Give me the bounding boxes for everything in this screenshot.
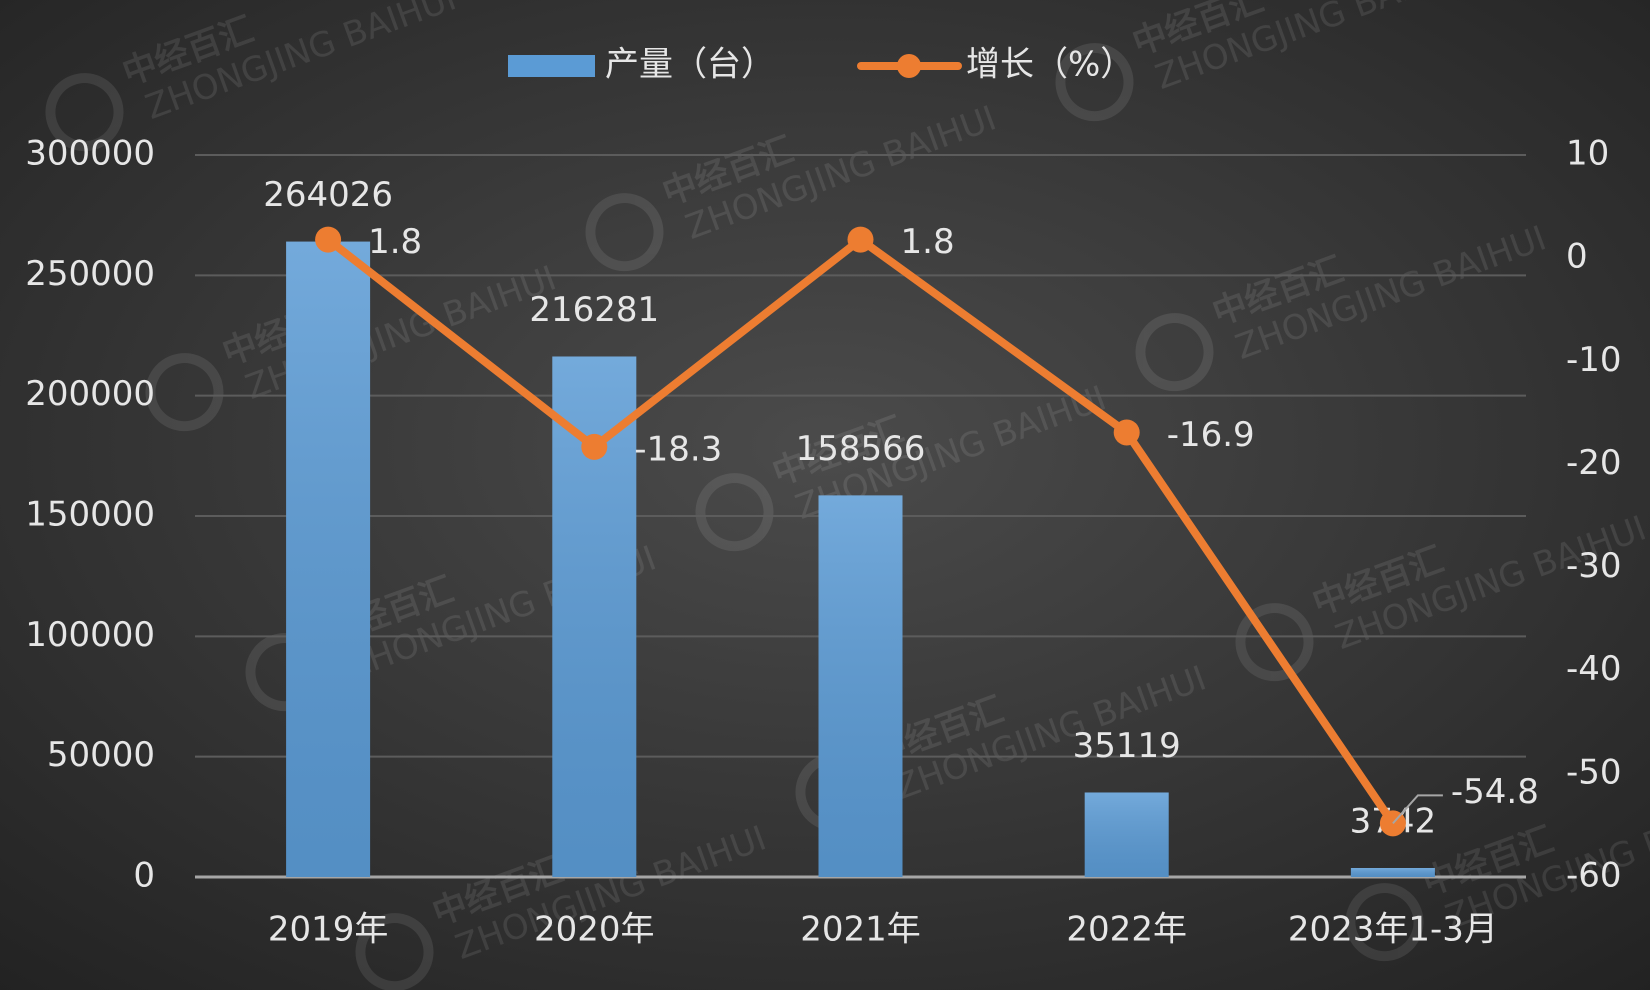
- bar-shade: [1350, 867, 1435, 877]
- legend-label: 增长（%）: [966, 45, 1134, 85]
- bar-shade: [286, 241, 371, 878]
- watermark-logo: [1135, 313, 1214, 392]
- line-value-label: 1.8: [368, 222, 422, 262]
- y2-tick-label: -20: [1566, 443, 1622, 483]
- y2-tick-label: -30: [1566, 546, 1622, 586]
- watermark-logo: [1055, 43, 1134, 122]
- legend-marker: [897, 54, 921, 78]
- line-value-label: -16.9: [1167, 415, 1255, 455]
- x-tick-label: 2023年1-3月: [1288, 910, 1498, 950]
- watermark-logo: [355, 913, 434, 990]
- legend-swatch: [508, 55, 595, 77]
- bar-value-label: 216281: [529, 290, 659, 330]
- line-value-label: -18.3: [634, 429, 722, 469]
- x-tick-label: 2019年: [268, 910, 389, 950]
- watermark-logo: [145, 353, 224, 432]
- watermark-logo: [45, 73, 124, 152]
- bar-value-label: 35119: [1073, 726, 1181, 766]
- watermark-logo: [585, 193, 664, 272]
- y-tick-label: 150000: [25, 495, 155, 535]
- watermark-logo: [1345, 883, 1424, 962]
- line-marker: [315, 226, 342, 253]
- y-tick-label: 200000: [25, 374, 155, 414]
- line-marker: [581, 433, 608, 460]
- line-value-label: 1.8: [901, 222, 955, 262]
- bar-shade: [818, 495, 903, 877]
- watermark-logo: [695, 473, 774, 552]
- x-tick-label: 2021年: [800, 910, 921, 950]
- y-tick-label: 50000: [47, 735, 155, 775]
- y2-tick-label: -40: [1566, 649, 1622, 689]
- y2-tick-label: -50: [1566, 752, 1622, 792]
- line-marker: [847, 226, 874, 253]
- bar-shade: [1084, 792, 1169, 877]
- y2-tick-label: 0: [1566, 237, 1588, 277]
- line-marker: [1113, 419, 1140, 446]
- bar-value-label: 264026: [263, 175, 393, 215]
- y2-tick-label: -60: [1566, 856, 1622, 896]
- y-tick-label: 0: [133, 856, 155, 896]
- y-tick-label: 100000: [25, 615, 155, 655]
- leader-line: [1392, 794, 1443, 825]
- x-tick-label: 2020年: [534, 910, 655, 950]
- legend: 产量（台） 增长（%）: [508, 45, 1134, 85]
- plot: 0 50000 100000 150000 200000 250000 300000 -60 -…: [25, 45, 1621, 950]
- legend-label: 产量（台）: [605, 45, 775, 85]
- y-tick-label: 250000: [25, 254, 155, 294]
- line-value-label: -54.8: [1451, 772, 1539, 812]
- x-tick-label: 2022年: [1066, 910, 1187, 950]
- watermark-logo: [1235, 603, 1314, 682]
- y2-tick-label: 10: [1566, 134, 1609, 174]
- y-tick-label: 300000: [25, 134, 155, 174]
- bar-value-label: 158566: [796, 429, 926, 469]
- y2-tick-label: -10: [1566, 340, 1622, 380]
